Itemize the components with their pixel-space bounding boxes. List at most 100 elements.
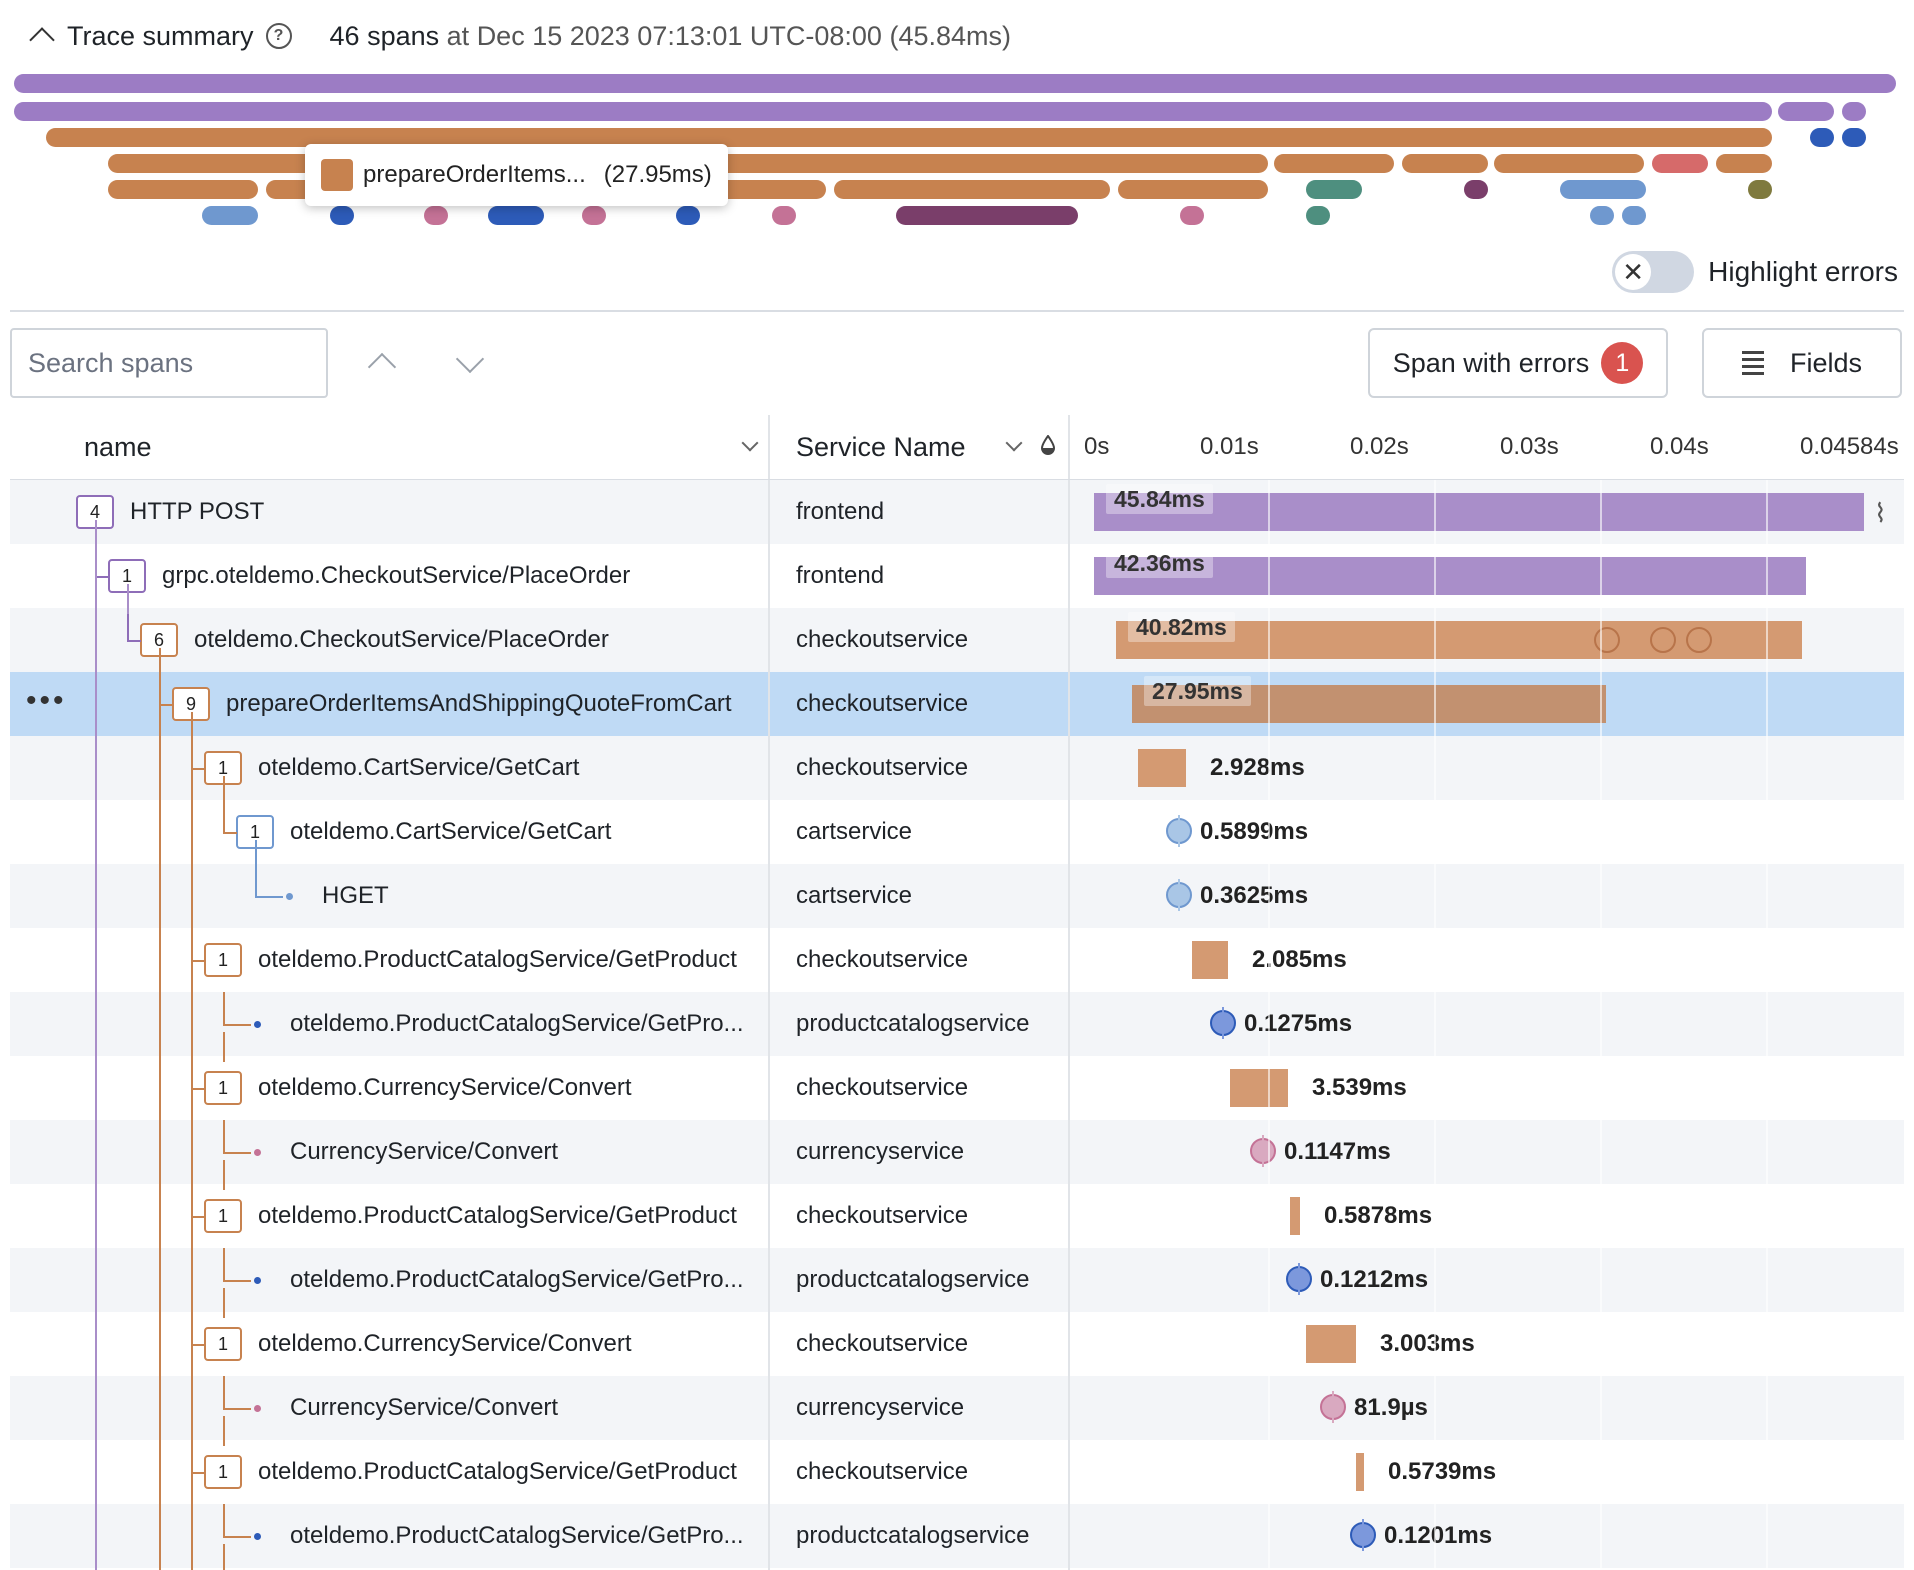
span-duration-bar[interactable] bbox=[1138, 749, 1186, 787]
span-instant-marker[interactable] bbox=[1210, 1007, 1236, 1039]
minimap-span-bar[interactable] bbox=[676, 206, 700, 225]
span-duration-bar[interactable] bbox=[1094, 493, 1864, 531]
minimap-span-bar[interactable] bbox=[1560, 180, 1646, 199]
chevron-down-icon[interactable] bbox=[741, 434, 759, 452]
minimap-span-bar[interactable] bbox=[834, 180, 1110, 199]
tree-line bbox=[127, 584, 129, 614]
child-count-toggle[interactable]: 1 bbox=[204, 1455, 242, 1489]
minimap-span-bar[interactable] bbox=[1494, 154, 1644, 173]
span-row[interactable]: oteldemo.ProductCatalogService/GetPro...… bbox=[10, 992, 1904, 1056]
color-drop-icon[interactable] bbox=[1040, 434, 1056, 455]
span-duration-bar[interactable] bbox=[1192, 941, 1228, 979]
minimap-span-bar[interactable] bbox=[1842, 128, 1866, 147]
span-instant-marker[interactable] bbox=[1320, 1391, 1346, 1423]
minimap-span-bar[interactable] bbox=[330, 206, 354, 225]
previous-match-button[interactable] bbox=[346, 328, 418, 398]
child-count-toggle[interactable]: 1 bbox=[204, 1327, 242, 1361]
child-count-toggle[interactable]: 6 bbox=[140, 623, 178, 657]
span-duration-bar[interactable] bbox=[1306, 1325, 1356, 1363]
trace-summary-title[interactable]: Trace summary bbox=[67, 20, 254, 51]
minimap-span-bar[interactable] bbox=[1778, 102, 1834, 121]
minimap-span-bar[interactable] bbox=[1842, 102, 1866, 121]
child-count-toggle[interactable]: 1 bbox=[204, 943, 242, 977]
leaf-node-dot bbox=[254, 1405, 261, 1412]
list-icon bbox=[1741, 351, 1764, 375]
span-duration-bar[interactable] bbox=[1290, 1197, 1300, 1235]
child-count-toggle[interactable]: 1 bbox=[204, 1199, 242, 1233]
minimap-span-bar[interactable] bbox=[896, 206, 1078, 225]
span-duration-label: 81.9µs bbox=[1354, 1394, 1428, 1421]
span-row[interactable]: 1 oteldemo.CurrencyService/Convert checkou… bbox=[10, 1056, 1904, 1120]
minimap-span-bar[interactable] bbox=[488, 206, 544, 225]
minimap-span-bar[interactable] bbox=[582, 206, 606, 225]
span-row[interactable]: CurrencyService/Convert currencyservice 81… bbox=[10, 1376, 1904, 1440]
minimap-span-bar[interactable] bbox=[1402, 154, 1488, 173]
minimap-span-bar[interactable] bbox=[1464, 180, 1488, 199]
trace-minimap[interactable] bbox=[0, 70, 1914, 240]
minimap-span-bar[interactable] bbox=[424, 206, 448, 225]
chevron-up-icon[interactable] bbox=[29, 27, 55, 53]
span-duration-bar[interactable] bbox=[1356, 1453, 1364, 1491]
minimap-span-bar[interactable] bbox=[14, 74, 1896, 93]
minimap-span-bar[interactable] bbox=[1622, 206, 1646, 225]
span-with-errors-button[interactable]: Span with errors 1 bbox=[1368, 328, 1668, 398]
minimap-span-bar[interactable] bbox=[202, 206, 258, 225]
span-instant-marker[interactable] bbox=[1286, 1263, 1312, 1295]
span-row[interactable]: 4 HTTP POST frontend 45.84ms ⌇ bbox=[10, 480, 1904, 544]
minimap-span-bar[interactable] bbox=[1274, 154, 1394, 173]
span-event-marker[interactable] bbox=[1594, 627, 1620, 653]
span-row[interactable]: 1 oteldemo.CurrencyService/Convert checkou… bbox=[10, 1312, 1904, 1376]
span-row[interactable]: HGET cartservice 0.3625ms bbox=[10, 864, 1904, 928]
minimap-span-bar[interactable] bbox=[1810, 128, 1834, 147]
column-resizer[interactable] bbox=[768, 415, 770, 479]
minimap-span-bar[interactable] bbox=[14, 102, 1772, 121]
more-options-icon[interactable]: ••• bbox=[26, 684, 67, 717]
span-row[interactable]: oteldemo.ProductCatalogService/GetPro...… bbox=[10, 1248, 1904, 1312]
span-row[interactable]: 6 oteldemo.CheckoutService/PlaceOrder chec… bbox=[10, 608, 1904, 672]
search-spans-input[interactable] bbox=[10, 328, 328, 398]
minimap-span-bar[interactable] bbox=[1306, 180, 1362, 199]
tree-connector bbox=[223, 992, 251, 1026]
span-instant-marker[interactable] bbox=[1166, 815, 1192, 847]
minimap-span-bar[interactable] bbox=[46, 128, 1772, 147]
span-row[interactable]: 1 oteldemo.ProductCatalogService/GetProdu… bbox=[10, 1184, 1904, 1248]
next-match-button[interactable] bbox=[434, 328, 506, 398]
service-name: cartservice bbox=[796, 882, 913, 909]
span-row[interactable]: oteldemo.ProductCatalogService/GetPro...… bbox=[10, 1504, 1904, 1568]
divider bbox=[10, 310, 1904, 312]
minimap-span-bar[interactable] bbox=[1590, 206, 1614, 225]
minimap-span-bar[interactable] bbox=[1716, 154, 1772, 173]
fields-button[interactable]: Fields bbox=[1702, 328, 1902, 398]
span-duration-bar[interactable] bbox=[1094, 557, 1806, 595]
span-row[interactable]: CurrencyService/Convert currencyservice 0.… bbox=[10, 1120, 1904, 1184]
span-event-marker[interactable] bbox=[1686, 627, 1712, 653]
child-count-toggle[interactable]: 1 bbox=[204, 1071, 242, 1105]
column-resizer[interactable] bbox=[1068, 415, 1070, 479]
paperclip-icon[interactable]: ⌇ bbox=[1874, 498, 1887, 528]
service-name-column-header[interactable]: Service Name bbox=[796, 432, 966, 462]
span-row[interactable]: 1 oteldemo.CartService/GetCart cartservice… bbox=[10, 800, 1904, 864]
minimap-span-bar[interactable] bbox=[1180, 206, 1204, 225]
minimap-span-bar[interactable] bbox=[1748, 180, 1772, 199]
highlight-errors-control[interactable]: ✕ Highlight errors bbox=[1612, 250, 1898, 294]
span-duration-bar[interactable] bbox=[1230, 1069, 1288, 1107]
span-row[interactable]: ••• 9 prepareOrderItemsAndShippingQuoteFro… bbox=[10, 672, 1904, 736]
help-icon[interactable]: ? bbox=[265, 23, 292, 49]
span-duration-bar[interactable] bbox=[1132, 685, 1606, 723]
span-row[interactable]: 1 grpc.oteldemo.CheckoutService/PlaceOrde… bbox=[10, 544, 1904, 608]
minimap-span-bar[interactable] bbox=[1306, 206, 1330, 225]
minimap-span-bar[interactable] bbox=[108, 180, 258, 199]
span-instant-marker[interactable] bbox=[1166, 879, 1192, 911]
span-instant-marker[interactable] bbox=[1350, 1519, 1376, 1551]
span-row[interactable]: 1 oteldemo.ProductCatalogService/GetProdu… bbox=[10, 928, 1904, 992]
span-event-marker[interactable] bbox=[1650, 627, 1676, 653]
chevron-down-icon[interactable] bbox=[1005, 434, 1023, 452]
minimap-span-bar[interactable] bbox=[1118, 180, 1268, 199]
name-column-header[interactable]: name bbox=[84, 432, 152, 462]
span-row[interactable]: 1 oteldemo.ProductCatalogService/GetProdu… bbox=[10, 1440, 1904, 1504]
span-instant-marker[interactable] bbox=[1250, 1135, 1276, 1167]
span-row[interactable]: 1 oteldemo.CartService/GetCart checkoutser… bbox=[10, 736, 1904, 800]
minimap-span-bar[interactable] bbox=[1652, 154, 1708, 173]
highlight-errors-toggle[interactable]: ✕ bbox=[1612, 251, 1695, 293]
minimap-span-bar[interactable] bbox=[772, 206, 796, 225]
